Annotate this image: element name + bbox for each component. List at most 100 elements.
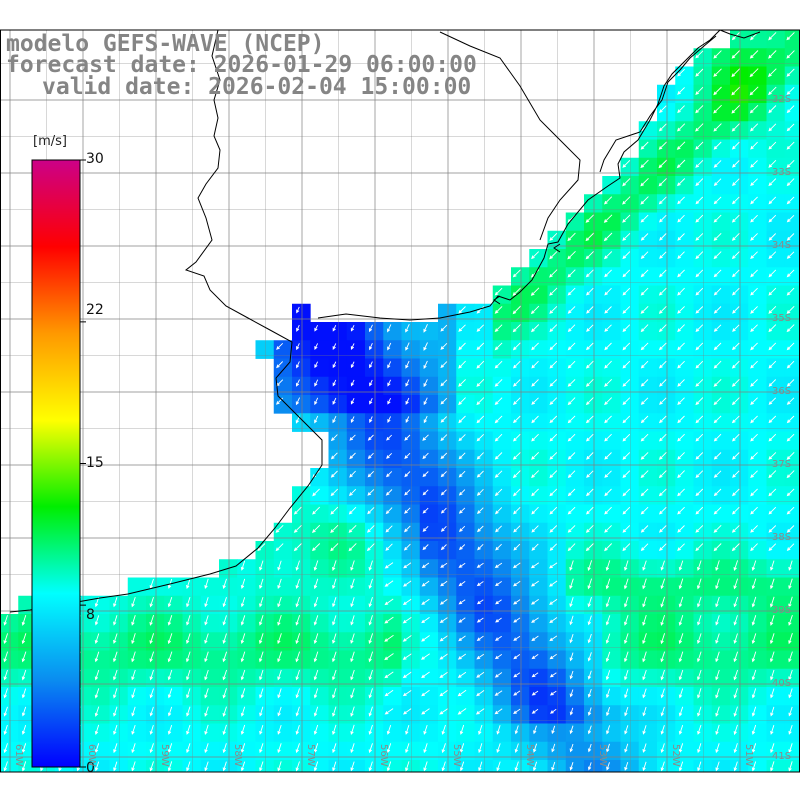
- wind-speed-cell: [164, 668, 183, 688]
- wind-arrow: [786, 360, 795, 369]
- lon-label-58w: 58W: [232, 744, 243, 767]
- wind-arrow: [695, 306, 704, 314]
- wind-arrow: [167, 761, 173, 772]
- wind-arrow: [788, 688, 793, 699]
- wind-arrow: [622, 269, 631, 278]
- wind-arrow: [350, 743, 355, 754]
- wind-arrow: [642, 596, 647, 608]
- wind-speed-cell: [638, 468, 658, 487]
- wind-speed-cell: [584, 468, 603, 487]
- wind-speed-cell: [219, 632, 238, 651]
- wind-speed-cell: [657, 413, 676, 432]
- wind-speed-cell: [675, 358, 694, 378]
- wind-arrow: [312, 543, 321, 552]
- wind-speed-cell: [474, 705, 494, 724]
- wind-arrow: [622, 470, 631, 478]
- wind-arrow: [513, 599, 521, 605]
- wind-arrow: [295, 615, 301, 626]
- wind-speed-cell: [0, 614, 19, 633]
- wind-speed-cell: [784, 176, 800, 195]
- wind-arrow: [476, 342, 485, 351]
- wind-speed-cell: [310, 541, 329, 560]
- wind-speed-cell: [492, 376, 512, 396]
- wind-speed-cell: [693, 413, 713, 432]
- wind-speed-cell: [638, 340, 658, 359]
- wind-speed-cell: [784, 614, 800, 633]
- wind-arrow: [569, 689, 574, 698]
- wind-speed-cell: [273, 741, 293, 761]
- wind-arrow: [475, 708, 485, 715]
- wind-arrow: [732, 269, 740, 278]
- wind-speed-cell: [511, 468, 530, 487]
- wind-speed-cell: [474, 760, 494, 772]
- wind-arrow: [677, 360, 685, 369]
- wind-arrow: [750, 233, 758, 241]
- wind-arrow: [348, 506, 357, 515]
- wind-speed-cell: [0, 705, 19, 724]
- wind-speed-cell: [657, 230, 676, 250]
- wind-arrow: [750, 269, 758, 278]
- wind-arrow: [513, 543, 521, 551]
- wind-arrow: [530, 305, 540, 315]
- wind-speed-cell: [620, 723, 640, 743]
- wind-arrow: [770, 669, 775, 681]
- wind-arrow: [405, 761, 410, 772]
- wind-arrow: [531, 451, 540, 460]
- wind-speed-cell: [456, 376, 475, 396]
- wind-arrow: [131, 669, 136, 681]
- wind-arrow: [585, 524, 594, 533]
- wind-speed-cell: [529, 668, 548, 688]
- wind-speed-cell: [784, 431, 800, 451]
- wind-speed-cell: [328, 358, 348, 378]
- wind-arrow: [551, 761, 556, 771]
- wind-speed-cell: [620, 176, 640, 195]
- wind-arrow: [605, 633, 611, 644]
- wind-speed-cell: [346, 358, 366, 378]
- wind-arrow: [733, 743, 738, 754]
- lon-label-55w: 55W: [451, 744, 462, 767]
- wind-arrow: [405, 397, 410, 405]
- wind-arrow: [494, 287, 503, 296]
- wind-speed-cell: [310, 632, 329, 651]
- wind-speed-cell: [620, 760, 640, 772]
- wind-arrow: [21, 706, 27, 717]
- wind-arrow: [768, 324, 777, 333]
- wind-speed-cell: [492, 468, 512, 487]
- wind-speed-cell: [273, 358, 293, 378]
- wind-arrow: [732, 470, 740, 478]
- wind-speed-cell: [529, 249, 548, 268]
- wind-speed-cell: [200, 632, 220, 651]
- wind-speed-cell: [730, 212, 749, 232]
- wind-arrow: [605, 688, 611, 699]
- wind-speed-cell: [164, 705, 183, 724]
- wind-speed-cell: [182, 687, 202, 706]
- wind-speed-cell: [693, 614, 713, 633]
- wind-speed-cell: [200, 723, 220, 743]
- wind-speed-cell: [584, 267, 603, 286]
- wind-speed-cell: [638, 522, 658, 542]
- wind-speed-cell: [693, 340, 713, 359]
- wind-arrow: [603, 214, 613, 223]
- wind-arrow: [275, 524, 284, 533]
- wind-arrow: [622, 251, 631, 260]
- wind-arrow: [567, 397, 576, 406]
- wind-speed-cell: [91, 595, 110, 615]
- wind-speed-cell: [766, 66, 786, 86]
- wind-arrow: [439, 599, 448, 605]
- wind-arrow: [604, 397, 613, 406]
- wind-speed-cell: [310, 577, 329, 597]
- wind-arrow: [786, 525, 795, 533]
- wind-speed-cell: [784, 358, 800, 378]
- wind-arrow: [313, 761, 319, 772]
- wind-speed-cell: [602, 486, 621, 505]
- wind-speed-cell: [748, 358, 767, 378]
- wind-arrow: [384, 562, 394, 569]
- wind-arrow: [549, 232, 558, 241]
- wind-arrow: [386, 434, 393, 441]
- wind-arrow: [750, 342, 758, 351]
- wind-arrow: [423, 415, 428, 424]
- wind-arrow: [549, 269, 558, 278]
- wind-arrow: [732, 342, 740, 351]
- wind-arrow: [294, 433, 302, 442]
- wind-arrow: [494, 415, 503, 424]
